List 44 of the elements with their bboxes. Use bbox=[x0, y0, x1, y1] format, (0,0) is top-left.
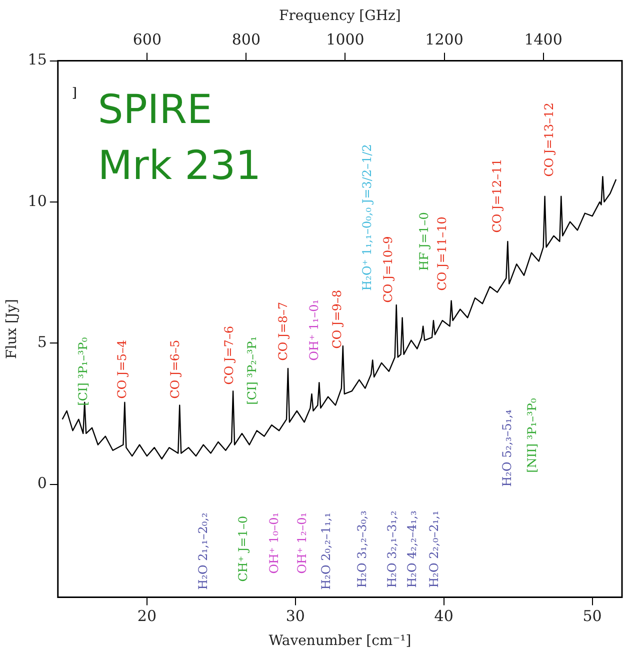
annotation: CO J=13–12 bbox=[542, 102, 556, 177]
y-tick-label: 0 bbox=[37, 474, 47, 492]
x2-tick-label: 800 bbox=[232, 30, 261, 49]
annotation: CO J=5–4 bbox=[115, 339, 130, 399]
x-tick-label: 50 bbox=[582, 607, 602, 626]
annotation: [CI] ³P₂–³P₁ bbox=[245, 336, 260, 405]
annotation: CO J=12–11 bbox=[490, 158, 504, 233]
y-axis-title: Flux [Jy] bbox=[4, 299, 20, 359]
annotation: CO J=8–7 bbox=[276, 302, 290, 361]
y-tick-label: 10 bbox=[28, 192, 47, 210]
x2-tick-label: 1200 bbox=[425, 30, 464, 49]
annotation: CO J=11–10 bbox=[435, 216, 450, 291]
annotation: H₂O 5₂,₃–5₁,₄ bbox=[500, 410, 514, 487]
y-tick-label: 5 bbox=[37, 333, 47, 352]
x2-axis-title: Frequency [GHz] bbox=[279, 8, 401, 24]
annotation: H₂O 2₀,₂–1₁,₁ bbox=[319, 512, 334, 590]
annotation: HF J=1–0 bbox=[417, 212, 432, 271]
x-tick-label: 40 bbox=[434, 607, 454, 626]
y-tick-label: 15 bbox=[28, 50, 47, 69]
annotation: OH⁺ 1₂–0₁ bbox=[295, 512, 310, 574]
x2-tick-label: 600 bbox=[132, 30, 162, 49]
text: Mrk 231 bbox=[98, 142, 262, 189]
x-tick-label: 30 bbox=[286, 607, 305, 626]
annotation: H₂O 2₁,₁–2₀,₂ bbox=[196, 512, 210, 590]
annotation: ] bbox=[72, 86, 77, 101]
annotation: H₂O 3₂,₁–3₁,₂ bbox=[385, 510, 400, 588]
x2-tick-label: 1400 bbox=[524, 30, 562, 49]
text: SPIRE bbox=[98, 86, 212, 133]
annotation: H₂O⁺ 1₁,₁–0₀,₀ J=3/2–1/2 bbox=[360, 144, 374, 291]
annotation: CH⁺ J=1–0 bbox=[236, 516, 250, 582]
x-axis-title: Wavenumber [cm⁻¹] bbox=[268, 633, 412, 650]
annotation: CO J=10–9 bbox=[381, 236, 396, 303]
annotation: OH⁺ 1₁–0₁ bbox=[307, 299, 322, 361]
annotation: H₂O 3₁,₂–3₀,₃ bbox=[355, 510, 370, 588]
annotation: [CI] ³P₁–³P₀ bbox=[76, 337, 90, 406]
annotation: CO J=6–5 bbox=[168, 340, 182, 399]
annotation: H₂O 2₂,₀–2₁,₁ bbox=[427, 510, 442, 588]
annotation: [NII] ³P₁–³P₀ bbox=[525, 398, 540, 473]
annotation: CO J=7–6 bbox=[222, 326, 236, 385]
annotation: H₂O 4₂,₂–4₁,₃ bbox=[405, 510, 420, 588]
x-tick-label: 20 bbox=[137, 607, 157, 626]
annotation: OH⁺ 1₀–0₁ bbox=[267, 512, 282, 574]
annotation: CO J=9–8 bbox=[330, 290, 344, 349]
x2-tick-label: 1000 bbox=[326, 30, 364, 49]
